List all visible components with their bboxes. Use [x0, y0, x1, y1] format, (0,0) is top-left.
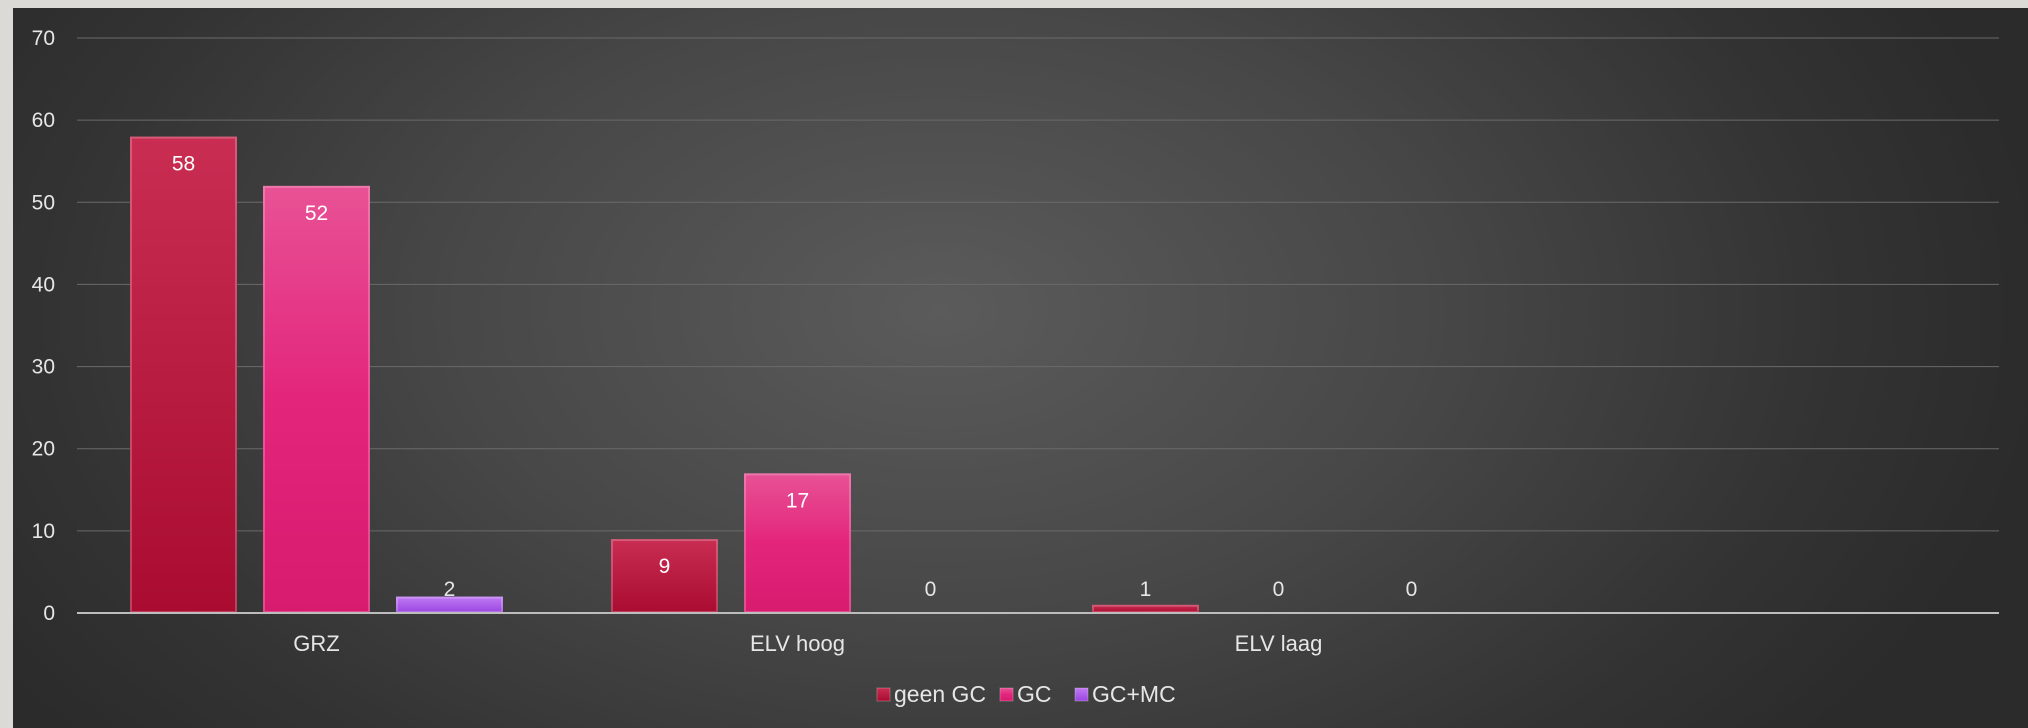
bar-gc: [744, 473, 851, 613]
bar-fill: [396, 596, 503, 613]
data-label-geen-gc: 9: [659, 555, 671, 578]
data-labels: 58 52 2 9 17 0 1 0 0: [172, 153, 1418, 601]
bar-fill: [1092, 604, 1199, 613]
data-label-geen-gc: 1: [1140, 578, 1152, 601]
data-label-gc-mc: 2: [444, 578, 456, 601]
data-label-geen-gc: 58: [172, 153, 195, 176]
legend-swatch: [1074, 687, 1089, 702]
x-category-label: ELV hoog: [750, 631, 845, 656]
y-tick-label: 20: [32, 438, 55, 461]
y-tick-label: 70: [32, 27, 55, 50]
legend-label: GC+MC: [1092, 681, 1176, 707]
bar-fill: [611, 539, 718, 613]
legend: geen GC GC GC+MC: [876, 681, 1176, 707]
data-label-gc: 52: [305, 202, 328, 225]
bar-fill: [744, 473, 851, 613]
data-label-gc-mc: 0: [925, 578, 937, 601]
legend-swatch: [876, 687, 891, 702]
legend-label: GC: [1017, 681, 1052, 707]
y-tick-label: 30: [32, 356, 55, 379]
y-axis-tick-labels: 0 10 20 30 40 50 60 70: [32, 27, 55, 625]
bar-geen-gc: [130, 136, 237, 614]
legend-swatch: [999, 687, 1014, 702]
data-label-gc-mc: 0: [1406, 578, 1418, 601]
y-tick-label: 40: [32, 273, 55, 296]
y-tick-label: 10: [32, 520, 55, 543]
bar-fill: [130, 136, 237, 614]
y-tick-label: 50: [32, 191, 55, 214]
x-axis-category-labels: GRZ ELV hoog ELV laag: [293, 631, 1322, 656]
bar-geen-gc: [611, 539, 718, 613]
y-tick-label: 60: [32, 109, 55, 132]
legend-item-gc-mc: GC+MC: [1074, 681, 1176, 707]
legend-item-gc: GC: [999, 681, 1052, 707]
y-tick-label: 0: [43, 602, 55, 625]
gridlines: [77, 37, 1999, 532]
legend-item-geen-gc: geen GC: [876, 681, 986, 707]
bars: [130, 136, 1199, 614]
data-label-gc: 17: [786, 489, 809, 512]
data-label-gc: 0: [1273, 578, 1285, 601]
bar-gc: [263, 185, 370, 613]
x-category-label: GRZ: [293, 631, 339, 656]
x-category-label: ELV laag: [1235, 631, 1323, 656]
legend-label: geen GC: [894, 681, 986, 707]
chart-frame: 0 10 20 30 40 50 60 70 58 52 2 9 17 0 1 0 0 GRZ ELV hoog…: [13, 8, 2028, 728]
bar-fill: [263, 185, 370, 613]
bar-geen-gc: [1092, 604, 1199, 613]
